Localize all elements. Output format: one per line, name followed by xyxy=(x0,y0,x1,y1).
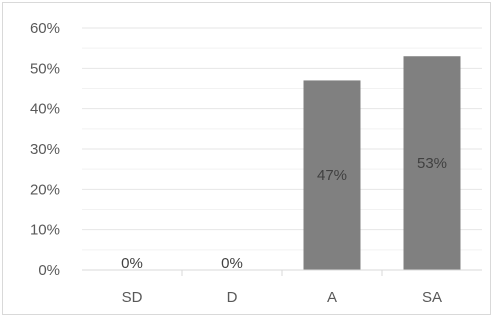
data-label-sa: 53% xyxy=(417,155,447,172)
bars xyxy=(303,56,461,270)
y-tick-label-20: 20% xyxy=(30,181,60,198)
x-axis xyxy=(82,269,482,276)
y-tick-label-30: 30% xyxy=(30,141,60,158)
bar-a xyxy=(303,80,361,270)
data-labels: 0% 0% 47% 53% xyxy=(121,155,447,272)
data-label-a: 47% xyxy=(317,167,347,184)
data-label-sd: 0% xyxy=(121,255,143,272)
y-tick-label-40: 40% xyxy=(30,101,60,118)
y-tick-label-0: 0% xyxy=(38,262,60,279)
x-tick-label-sa: SA xyxy=(422,289,442,306)
y-tick-label-50: 50% xyxy=(30,60,60,77)
y-tick-label-10: 10% xyxy=(30,222,60,239)
x-tick-label-a: A xyxy=(327,289,337,306)
x-tick-label-d: D xyxy=(227,289,238,306)
y-axis-tick-labels: 0% 10% 20% 30% 40% 50% 60% xyxy=(30,20,60,279)
y-tick-label-60: 60% xyxy=(30,20,60,37)
x-axis-tick-labels: SD D A SA xyxy=(122,289,442,306)
bar-sa xyxy=(403,56,461,270)
data-label-d: 0% xyxy=(221,255,243,272)
x-tick-label-sd: SD xyxy=(122,289,143,306)
